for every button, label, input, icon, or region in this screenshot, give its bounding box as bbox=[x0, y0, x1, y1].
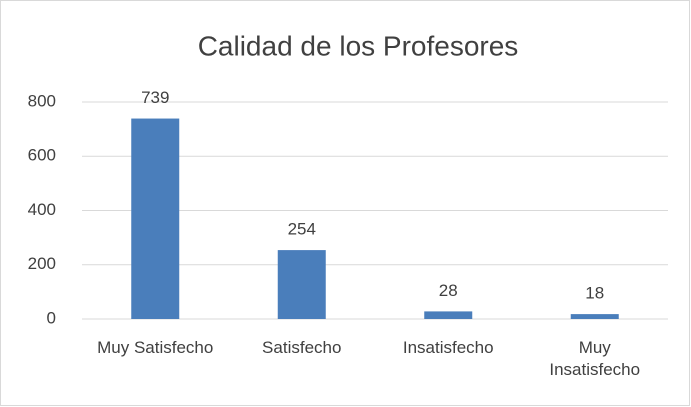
y-tick-label: 0 bbox=[47, 308, 56, 327]
x-tick-label: Muy Satisfecho bbox=[97, 338, 214, 357]
data-label: 254 bbox=[288, 220, 316, 239]
x-tick-label: Insatisfecho bbox=[402, 338, 494, 357]
bar bbox=[424, 311, 473, 319]
x-tick-label: Satisfecho bbox=[262, 338, 342, 357]
data-label: 18 bbox=[585, 284, 604, 303]
bar bbox=[131, 118, 180, 319]
data-label: 739 bbox=[141, 88, 169, 107]
bar bbox=[570, 314, 619, 319]
y-tick-label: 200 bbox=[28, 254, 56, 273]
bar bbox=[277, 250, 326, 319]
data-label: 28 bbox=[439, 281, 458, 300]
y-tick-label: 800 bbox=[28, 91, 56, 110]
y-tick-label: 600 bbox=[28, 146, 56, 165]
x-tick-label: Muy Insatisfecho bbox=[549, 338, 641, 379]
y-tick-label: 400 bbox=[28, 200, 56, 219]
chart-title: Calidad de los Profesores bbox=[198, 30, 519, 61]
